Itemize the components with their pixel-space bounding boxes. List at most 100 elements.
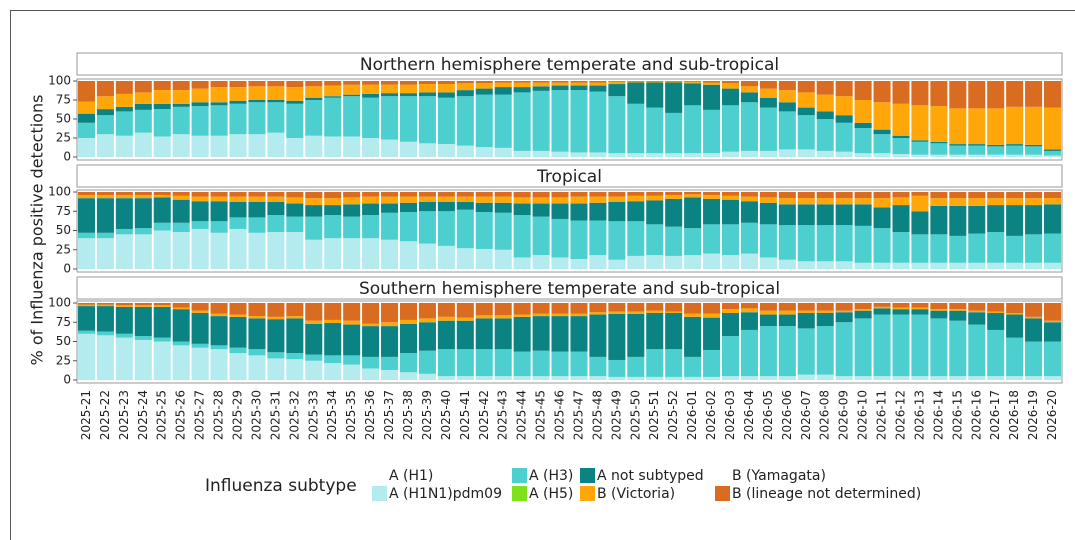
bar-segment (343, 94, 361, 97)
bar-segment (229, 87, 247, 101)
bar-segment (721, 376, 740, 380)
bar-segment (134, 192, 152, 196)
bar-segment (570, 81, 588, 83)
bar-segment (627, 376, 645, 380)
bar-segment (418, 318, 436, 323)
bar-segment (191, 81, 209, 89)
bar-segment (608, 259, 626, 269)
bar-segment (627, 356, 645, 377)
bar-segment (608, 153, 626, 157)
bar-segment (778, 192, 796, 199)
strip (76, 52, 1063, 76)
bar-segment (778, 102, 796, 112)
bar-segment (778, 149, 796, 157)
bar-segment (646, 224, 664, 256)
bar-segment (399, 202, 418, 213)
bar-segment (153, 192, 171, 196)
bar-segment (248, 102, 266, 135)
bar-segment (930, 234, 948, 263)
bar-segment (987, 311, 1005, 314)
bar-segment (778, 259, 796, 269)
bar-segment (77, 333, 95, 380)
bar-segment (191, 102, 209, 107)
bar-segment (1006, 144, 1024, 146)
bar-segment (513, 92, 531, 151)
x-tick-label: 2026-05 (761, 390, 775, 440)
x-tick-label: 2025-31 (268, 390, 282, 440)
bar-segment (627, 81, 645, 83)
bar-segment (475, 349, 493, 377)
bar-segment (513, 376, 531, 380)
bar-segment (172, 134, 190, 157)
bar-segment (248, 202, 266, 218)
bar-segment (1006, 192, 1024, 199)
bar-segment (324, 323, 342, 356)
bar-segment (191, 303, 209, 311)
bar-segment (703, 81, 721, 83)
bar-segment (968, 108, 986, 145)
bar-segment (475, 192, 493, 197)
bar-segment (816, 225, 834, 262)
bar-segment (532, 216, 550, 256)
bar-segment (759, 310, 777, 315)
bar-segment (721, 105, 740, 152)
bar-segment (892, 262, 910, 269)
panel-title: Southern hemisphere temperate and sub-tr… (359, 279, 780, 299)
bar-segment (305, 303, 323, 321)
bar-segment (191, 106, 209, 136)
bar-segment (362, 97, 380, 138)
bar-segment (740, 196, 758, 202)
bar-segment (362, 326, 380, 357)
bar-segment (570, 90, 588, 153)
bar-segment (968, 145, 986, 155)
x-tick-label: 2025-41 (458, 390, 472, 440)
bar-segment (835, 322, 853, 377)
bar-segment (437, 196, 455, 203)
bar-segment (96, 195, 114, 199)
legend-label: A (H5) (529, 486, 573, 502)
bar-segment (513, 257, 531, 269)
bar-segment (399, 212, 418, 242)
bar-segment (589, 85, 607, 92)
bar-segment (968, 144, 986, 146)
bar-segment (343, 136, 361, 157)
bar-segment (475, 212, 493, 249)
bar-segment (703, 313, 721, 318)
bar-segment (778, 376, 796, 380)
bar-segment (987, 154, 1005, 157)
bar-segment (930, 262, 948, 269)
bar-segment (930, 376, 948, 380)
bar-segment (1006, 376, 1024, 380)
x-tick-label: 2025-40 (439, 390, 453, 440)
bar-segment (835, 115, 853, 123)
x-tick-label: 2025-47 (571, 390, 585, 440)
bar-segment (778, 90, 796, 103)
bar-segment (305, 360, 323, 380)
bar-segment (968, 376, 986, 380)
bar-segment (343, 96, 361, 137)
bar-segment (759, 376, 777, 380)
bar-segment (134, 228, 152, 235)
x-tick-label: 2025-21 (79, 390, 93, 440)
bar-segment (684, 376, 702, 380)
bar-segment (911, 211, 929, 235)
x-tick-label: 2025-43 (496, 390, 510, 440)
bar-segment (456, 317, 474, 321)
bar-segment (797, 192, 815, 199)
bar-segment (930, 81, 948, 107)
bar-segment (892, 103, 910, 136)
bar-segment (248, 100, 266, 103)
x-tick-label: 2026-11 (875, 390, 889, 440)
bar-segment (949, 108, 967, 145)
bar-segment (172, 307, 190, 310)
bar-segment (437, 211, 455, 246)
bar-segment (987, 146, 1005, 155)
bar-segment (248, 192, 266, 197)
bar-segment (324, 355, 342, 364)
bar-segment (437, 144, 455, 157)
bar-segment (684, 313, 702, 317)
bar-segment (286, 216, 304, 233)
bar-segment (324, 85, 342, 97)
bar-segment (134, 81, 152, 93)
